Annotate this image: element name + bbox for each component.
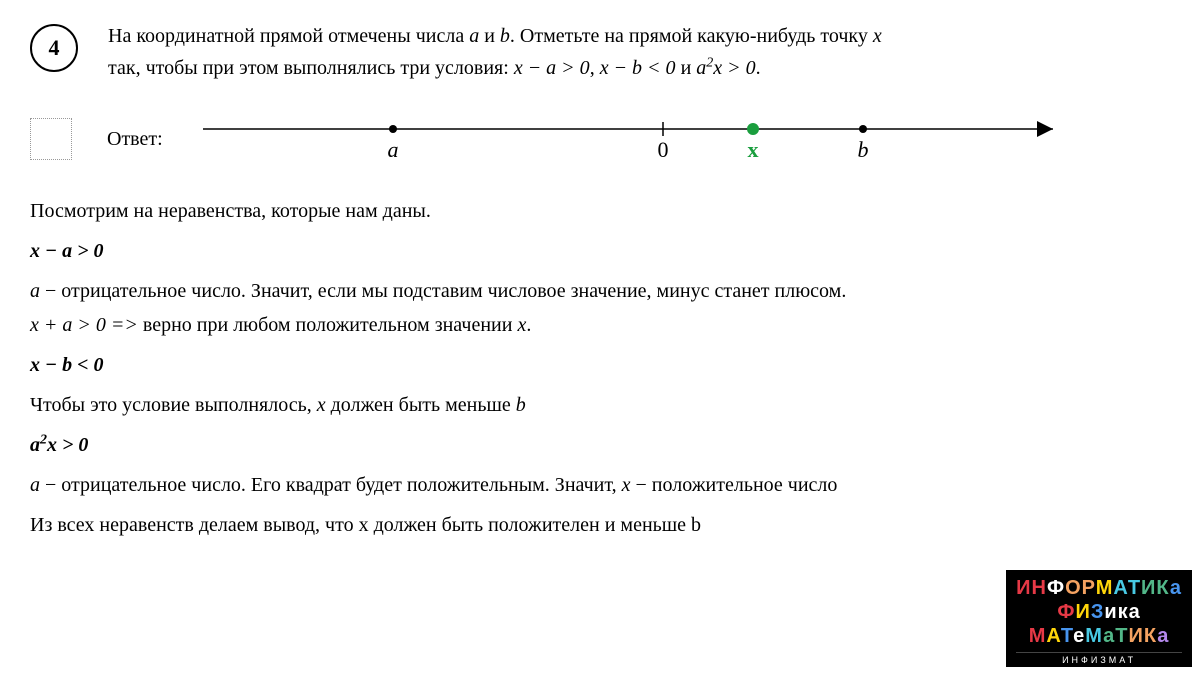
text: . Отметьте на прямой какую-нибудь точку [510,25,873,47]
problem-number: 4 [49,35,60,61]
line1-rest: − отрицательное число. Значит, если мы п… [40,280,846,302]
problem-number-circle: 4 [30,24,78,72]
text: . [756,57,761,79]
text: и [676,57,697,79]
line2-x: x [517,314,526,336]
line3-x: x [317,394,326,416]
line4-x: x [622,474,631,496]
svg-text:a: a [387,137,398,162]
logo-subtitle: ИНФИЗМАТ [1016,652,1182,665]
var-b: b [500,25,510,47]
svg-text:x: x [747,137,758,162]
answer-label: Ответ: [107,128,163,151]
ineq2: x − b < 0 [30,354,104,376]
solution-intro: Посмотрим на неравенства, которые нам да… [30,194,1170,228]
ineq1: x − a > 0 [30,240,104,262]
ineq3-rest: x > 0 [47,434,88,456]
line3-p1: Чтобы это условие выполнялось, [30,394,317,416]
conclusion: Из всех неравенств делаем вывод, что x д… [30,508,1170,542]
text: , [590,57,600,79]
svg-text:b: b [857,137,868,162]
line1-a: a [30,280,40,302]
logo-line-3: МАТеМаТИКа [1016,624,1182,648]
text: На координатной прямой отмечены числа [108,25,469,47]
solution: Посмотрим на неравенства, которые нам да… [30,194,1170,542]
number-line-container: a 0 x b [193,109,1170,169]
svg-text:0: 0 [657,137,668,162]
answer-row: Ответ: a 0 x b [30,109,1170,169]
var-a: a [469,25,479,47]
answer-checkbox[interactable] [30,118,72,160]
cond3-rest: x > 0 [713,57,755,79]
line2-end: . [526,314,531,336]
cond2: x − b < 0 [600,57,676,79]
text: и [479,25,500,47]
line4-a: a [30,474,40,496]
line3-b: b [516,394,526,416]
line4-p2: − положительное число [631,474,838,496]
cond1: x − a > 0 [514,57,590,79]
ineq3-a: a [30,434,40,456]
line3-p2: должен быть меньше [326,394,516,416]
problem-statement: На координатной прямой отмечены числа a … [108,20,1170,84]
cond3-a: a [696,57,706,79]
number-line: a 0 x b [193,109,1073,169]
problem-header: 4 На координатной прямой отмечены числа … [30,20,1170,84]
line2-expr: x + a > 0 => [30,314,138,336]
line2-rest: верно при любом положительном значении [138,314,518,336]
ineq3-sup: 2 [40,432,47,447]
var-x: x [873,25,882,47]
logo-line-1: ИНФОРМАТИКа [1016,576,1182,600]
line4-p1: − отрицательное число. Его квадрат будет… [40,474,622,496]
logo-line-2: ФИЗика [1016,600,1182,624]
text: так, чтобы при этом выполнялись три усло… [108,57,514,79]
brand-logo: ИНФОРМАТИКа ФИЗика МАТеМаТИКа ИНФИЗМАТ [1006,570,1192,667]
